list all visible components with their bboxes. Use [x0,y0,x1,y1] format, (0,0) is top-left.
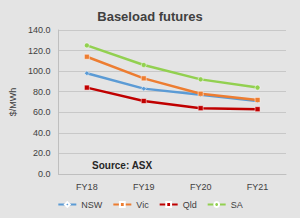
svg-text:120.0: 120.0 [28,46,51,56]
svg-text:NSW: NSW [81,200,103,210]
svg-text:100.0: 100.0 [28,66,51,76]
svg-text:FY18: FY18 [76,182,98,192]
svg-text:FY20: FY20 [190,182,212,192]
svg-text:140.0: 140.0 [28,25,51,35]
svg-text:20.0: 20.0 [33,148,51,158]
svg-text:80.0: 80.0 [33,87,51,97]
svg-text:FY19: FY19 [133,182,155,192]
svg-text:60.0: 60.0 [33,107,51,117]
svg-text:SA: SA [231,200,243,210]
svg-text:40.0: 40.0 [33,128,51,138]
svg-text:Vic: Vic [136,200,149,210]
svg-text:Baseload futures: Baseload futures [97,9,202,24]
svg-text:Source: ASX: Source: ASX [92,160,153,171]
svg-text:$/MWh: $/MWh [8,88,18,117]
svg-text:0.0: 0.0 [38,169,51,179]
svg-text:Qld: Qld [183,200,197,210]
svg-text:FY21: FY21 [247,182,269,192]
